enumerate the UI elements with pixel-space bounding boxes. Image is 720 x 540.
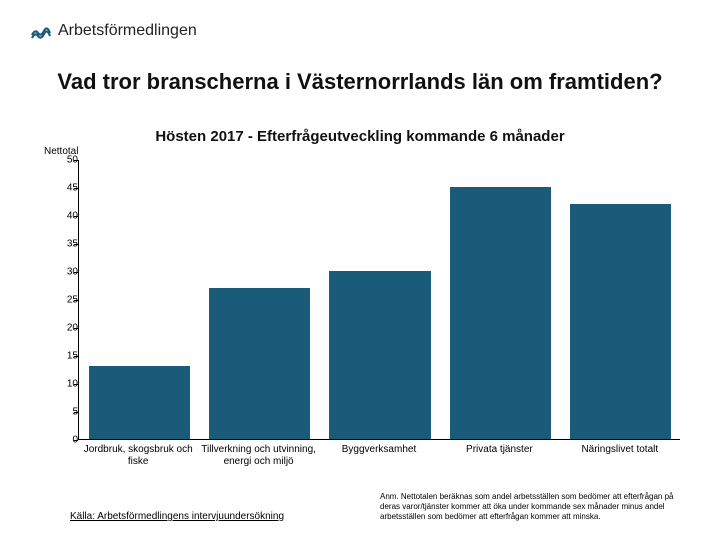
source-text: Källa: Arbetsförmedlingens intervjuunder…	[70, 511, 284, 522]
chart: Nettotal 05101520253035404550 Jordbruk, …	[44, 152, 684, 472]
y-tick-mark	[74, 412, 78, 413]
y-tick-mark	[74, 440, 78, 441]
y-tick-mark	[74, 244, 78, 245]
page-title: Vad tror branscherna i Västernorrlands l…	[0, 68, 720, 96]
bar	[329, 271, 430, 439]
logo-icon	[30, 23, 52, 39]
plot-area	[78, 160, 680, 440]
y-tick-mark	[74, 216, 78, 217]
page-subtitle: Hösten 2017 - Efterfrågeutveckling komma…	[0, 128, 720, 145]
bar	[570, 204, 671, 439]
x-tick-label: Privata tjänster	[439, 444, 559, 456]
logo-text: Arbetsförmedlingen	[58, 22, 197, 40]
x-tick-label: Tillverkning och utvinning, energi och m…	[198, 444, 318, 468]
y-tick-mark	[74, 328, 78, 329]
bar	[89, 366, 190, 439]
logo: Arbetsförmedlingen	[30, 22, 197, 40]
bar	[450, 187, 551, 439]
page: Arbetsförmedlingen Vad tror branscherna …	[0, 0, 720, 540]
y-tick-mark	[74, 188, 78, 189]
x-tick-label: Näringslivet totalt	[560, 444, 680, 456]
x-tick-label: Byggverksamhet	[319, 444, 439, 456]
y-tick-mark	[74, 384, 78, 385]
footnote: Anm. Nettotalen beräknas som andel arbet…	[380, 492, 690, 522]
y-tick-mark	[74, 356, 78, 357]
x-tick-label: Jordbruk, skogsbruk och fiske	[78, 444, 198, 468]
y-tick-mark	[74, 160, 78, 161]
y-tick-mark	[74, 272, 78, 273]
y-tick-mark	[74, 300, 78, 301]
bar	[209, 288, 310, 439]
